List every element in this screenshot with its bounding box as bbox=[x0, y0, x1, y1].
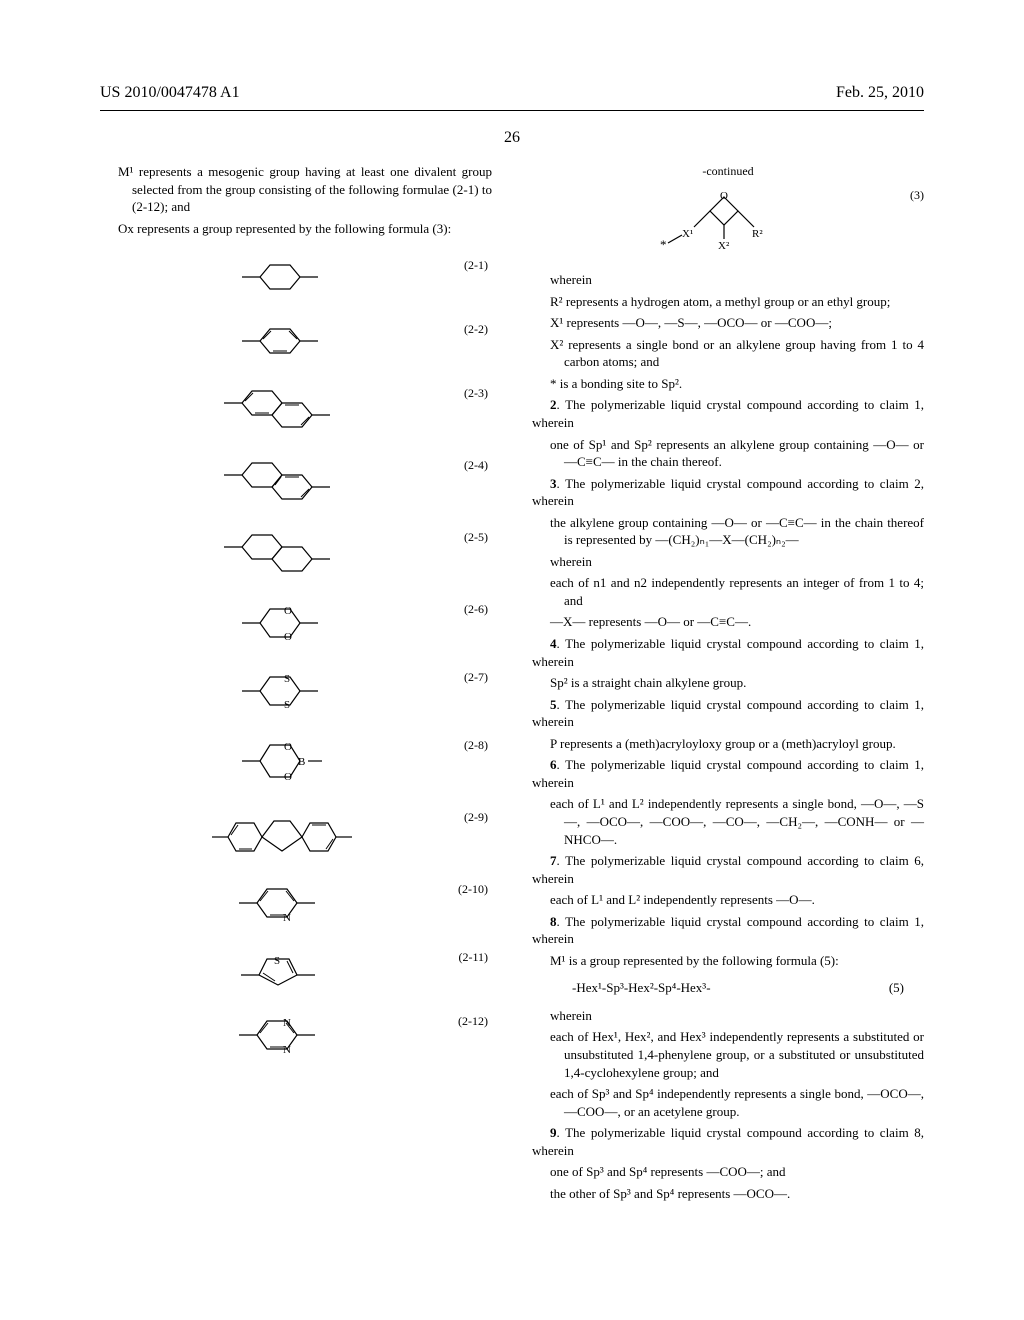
x1-def: X¹ represents —O—, —S—, —OCO— or —COO—; bbox=[532, 314, 924, 332]
structure-dioxane: O O bbox=[100, 601, 464, 645]
svg-text:S: S bbox=[274, 955, 280, 967]
formula-2-5: (2-5) bbox=[100, 529, 492, 577]
structure-benzene bbox=[100, 321, 464, 361]
formula-label: (2-4) bbox=[464, 457, 492, 473]
svg-text:N: N bbox=[283, 912, 291, 924]
formula-5-text: -Hex¹-Sp³-Hex²-Sp⁴-Hex³- bbox=[572, 979, 711, 997]
claim-5-body: P represents a (meth)acryloyloxy group o… bbox=[532, 735, 924, 753]
svg-text:B: B bbox=[298, 756, 305, 768]
formula-label: (2-9) bbox=[464, 809, 492, 825]
claim-3-n: each of n1 and n2 independently represen… bbox=[532, 574, 924, 609]
formula-2-12: N N (2-12) bbox=[100, 1013, 492, 1057]
formula-2-8: O O B (2-8) bbox=[100, 737, 492, 785]
claim-6: 6. The polymerizable liquid crystal comp… bbox=[532, 756, 924, 791]
claim-9-body2: the other of Sp³ and Sp⁴ represents —OCO… bbox=[532, 1185, 924, 1203]
claim-8-hex: each of Hex¹, Hex², and Hex³ independent… bbox=[532, 1028, 924, 1081]
claim-7: 7. The polymerizable liquid crystal comp… bbox=[532, 852, 924, 887]
structure-tetrahydronaphthalene bbox=[100, 457, 464, 505]
formula-label: (2-1) bbox=[464, 257, 492, 273]
content-area: M¹ represents a mesogenic group having a… bbox=[0, 163, 1024, 1206]
svg-text:O: O bbox=[284, 605, 292, 617]
formula-label: (2-7) bbox=[464, 669, 492, 685]
formula-label: (2-6) bbox=[464, 601, 492, 617]
wherein-label: wherein bbox=[532, 271, 924, 289]
continued-label: -continued bbox=[532, 163, 924, 179]
claim-4-body: Sp² is a straight chain alkylene group. bbox=[532, 674, 924, 692]
page-header: US 2010/0047478 A1 Feb. 25, 2010 bbox=[0, 0, 1024, 110]
structure-thiophene: S bbox=[100, 949, 458, 989]
formula-2-9: (2-9) bbox=[100, 809, 492, 857]
claim-3: 3. The polymerizable liquid crystal comp… bbox=[532, 475, 924, 510]
svg-text:N: N bbox=[283, 1017, 291, 1029]
formula-label: (2-10) bbox=[458, 881, 492, 897]
svg-text:S: S bbox=[284, 699, 290, 711]
claim-8-wherein: wherein bbox=[532, 1007, 924, 1025]
formula-3-label: (3) bbox=[910, 187, 924, 203]
structure-oxetane: O X² R² X¹ * bbox=[532, 187, 910, 257]
formula-5: -Hex¹-Sp³-Hex²-Sp⁴-Hex³- (5) bbox=[532, 979, 924, 997]
claim-6-body: each of L¹ and L² independently represen… bbox=[532, 795, 924, 848]
claim-8-body: M¹ is a group represented by the followi… bbox=[532, 952, 924, 970]
structure-cyclohexane bbox=[100, 257, 464, 297]
structure-fluorene bbox=[100, 809, 464, 857]
formula-2-7: S S (2-7) bbox=[100, 669, 492, 713]
claim-4: 4. The polymerizable liquid crystal comp… bbox=[532, 635, 924, 670]
formula-2-11: S (2-11) bbox=[100, 949, 492, 989]
header-rule bbox=[100, 110, 924, 111]
structure-decalin bbox=[100, 529, 464, 577]
claim-3-x: —X— represents —O— or —C≡C—. bbox=[532, 613, 924, 631]
formula-3: O X² R² X¹ * (3) bbox=[532, 187, 924, 257]
structure-pyrimidine: N N bbox=[100, 1013, 458, 1057]
claim-3-wherein: wherein bbox=[532, 553, 924, 571]
page-number: 26 bbox=[0, 129, 1024, 147]
formula-2-2: (2-2) bbox=[100, 321, 492, 361]
structure-pyridine: N bbox=[100, 881, 458, 925]
claim-8-sp: each of Sp³ and Sp⁴ independently repres… bbox=[532, 1085, 924, 1120]
svg-text:R²: R² bbox=[752, 228, 763, 240]
claim-2-body: one of Sp¹ and Sp² represents an alkylen… bbox=[532, 436, 924, 471]
r2-def: R² represents a hydrogen atom, a methyl … bbox=[532, 293, 924, 311]
left-column: M¹ represents a mesogenic group having a… bbox=[100, 163, 512, 1206]
claim-7-body: each of L¹ and L² independently represen… bbox=[532, 891, 924, 909]
claim-9-body1: one of Sp³ and Sp⁴ represents —COO—; and bbox=[532, 1163, 924, 1181]
formula-label: (2-2) bbox=[464, 321, 492, 337]
svg-text:*: * bbox=[660, 237, 667, 252]
structure-boron-dioxolane: O O B bbox=[100, 737, 464, 785]
svg-text:N: N bbox=[283, 1044, 291, 1056]
formula-2-1: (2-1) bbox=[100, 257, 492, 297]
formula-label: (2-5) bbox=[464, 529, 492, 545]
formula-2-3: (2-3) bbox=[100, 385, 492, 433]
structure-naphthalene bbox=[100, 385, 464, 433]
svg-text:X²: X² bbox=[718, 240, 730, 252]
svg-text:O: O bbox=[284, 741, 292, 753]
claim-3-body: the alkylene group containing —O— or —C≡… bbox=[532, 514, 924, 549]
formula-label: (2-12) bbox=[458, 1013, 492, 1029]
m1-definition: M¹ represents a mesogenic group having a… bbox=[100, 163, 492, 216]
claims-text: wherein R² represents a hydrogen atom, a… bbox=[532, 271, 924, 1202]
formula-list: (2-1) (2-2) bbox=[100, 257, 492, 1057]
svg-text:X¹: X¹ bbox=[682, 228, 693, 240]
formula-5-label: (5) bbox=[889, 979, 904, 997]
publication-date: Feb. 25, 2010 bbox=[836, 84, 924, 102]
formula-label: (2-8) bbox=[464, 737, 492, 753]
x2-def: X² represents a single bond or an alkyle… bbox=[532, 336, 924, 371]
formula-2-6: O O (2-6) bbox=[100, 601, 492, 645]
formula-label: (2-3) bbox=[464, 385, 492, 401]
right-column: -continued O X² R² X¹ * (3) wherein bbox=[512, 163, 924, 1206]
svg-text:O: O bbox=[720, 190, 728, 202]
ox-definition: Ox represents a group represented by the… bbox=[100, 220, 492, 238]
claim-9: 9. The polymerizable liquid crystal comp… bbox=[532, 1124, 924, 1159]
formula-2-4: (2-4) bbox=[100, 457, 492, 505]
formula-label: (2-11) bbox=[458, 949, 492, 965]
svg-text:S: S bbox=[284, 673, 290, 685]
structure-dithiane: S S bbox=[100, 669, 464, 713]
svg-text:O: O bbox=[284, 631, 292, 643]
star-def: * is a bonding site to Sp². bbox=[532, 375, 924, 393]
claim-5: 5. The polymerizable liquid crystal comp… bbox=[532, 696, 924, 731]
claim-2: 2. The polymerizable liquid crystal comp… bbox=[532, 396, 924, 431]
publication-number: US 2010/0047478 A1 bbox=[100, 84, 240, 102]
claim-8: 8. The polymerizable liquid crystal comp… bbox=[532, 913, 924, 948]
formula-2-10: N (2-10) bbox=[100, 881, 492, 925]
svg-text:O: O bbox=[284, 771, 292, 783]
